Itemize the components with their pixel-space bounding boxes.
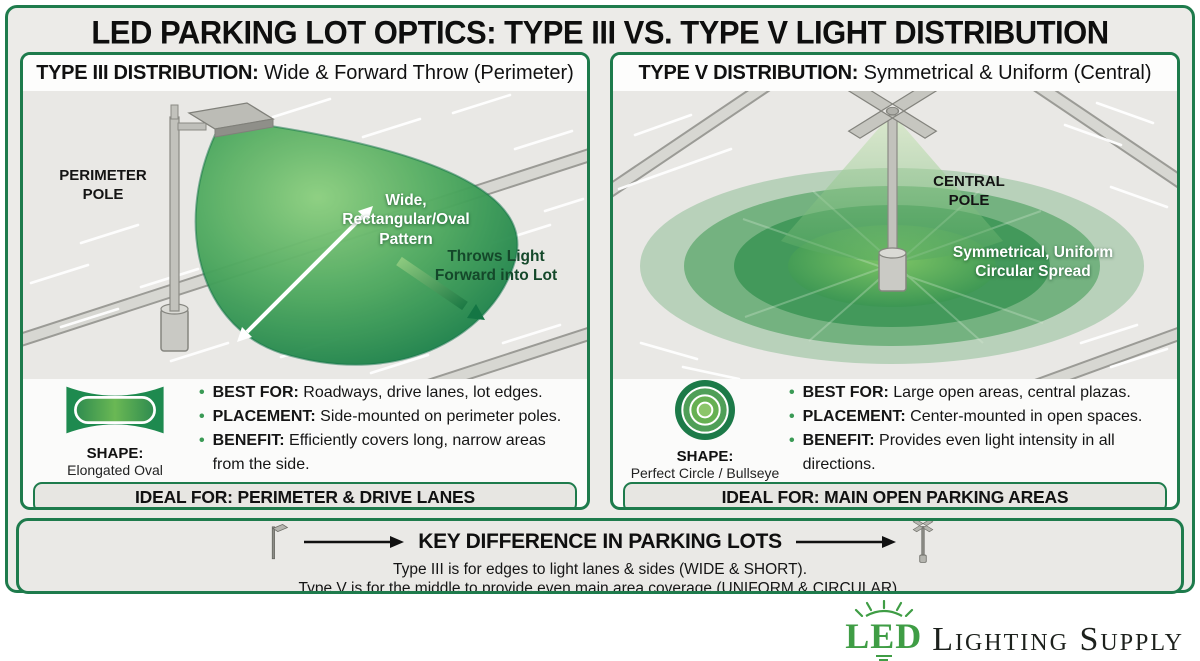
type5-panel: TYPE V DISTRIBUTION: Symmetrical & Unifo… [610,52,1180,510]
list-item: • BEST FOR: Large open areas, central pla… [789,381,1165,405]
type5-shape-box: SHAPE: Perfect Circle / Bullseye [621,378,789,481]
key-difference-heading: KEY DIFFERENCE IN PARKING LOTS [418,530,782,553]
bullet-dot-icon: • [199,408,205,425]
key-difference-line1: Type III is for edges to light lanes & s… [392,561,808,578]
list-item: • BENEFIT: Efficiently covers long, narro… [199,429,575,477]
type3-scene: PERIMETER POLE Wide, Rectangular/Oval Pa… [23,91,587,379]
perimeter-pole-label: PERIMETER POLE [59,167,147,203]
type3-bullet-list: • BEST FOR: Roadways, drive lanes, lot ed… [199,381,579,477]
type5-pattern-label: Symmetrical, Uniform Circular Spread [952,244,1114,281]
type3-shape-name: Elongated Oval [67,461,163,478]
type3-scene-graphic [23,93,587,379]
bullseye-icon [675,379,735,440]
bulb-base-line [875,654,892,657]
panels-row: TYPE III DISTRIBUTION: Wide & Forward Th… [8,52,1192,510]
type5-header-rest: Symmetrical & Uniform (Central) [858,61,1152,84]
list-item: • BENEFIT: Provides even light intensity … [789,429,1165,477]
type5-shape-title: SHAPE: [676,447,734,465]
bulb-base-line-small [879,658,889,661]
key-difference-heading-row: KEY DIFFERENCE IN PARKING LOTS [19,521,1181,563]
road-top-right [1009,91,1177,221]
bullet-dot-icon: • [199,384,205,401]
type5-scene: CENTRAL POLE Symmetrical, Uniform Circul… [613,91,1177,379]
bullet-dot-icon: • [199,432,205,449]
type3-header-bold: TYPE III DISTRIBUTION: [36,61,259,84]
perimeter-pole-mini-icon [272,523,289,560]
infographic-frame: LED PARKING LOT OPTICS: TYPE III VS. TYP… [5,5,1195,594]
arrow-right-icon [795,536,896,548]
central-pole-mini-icon [912,521,934,563]
led-bulb-mark: LED [845,599,923,661]
bullet-dot-icon: • [789,384,795,401]
spread-direction-arrow [237,206,373,342]
type3-info: SHAPE: Elongated Oval • BEST FOR: Roadway… [23,379,587,479]
road-bottom-right [1030,305,1177,379]
cross-fixture [847,91,938,139]
type3-pattern-label: Wide, Rectangular/Oval Pattern [342,192,470,248]
parking-stall-lines [617,101,1169,379]
arrow-right-icon [304,536,405,548]
elongated-oval-icon [66,386,164,433]
logo-wordmark: Lighting Supply [932,620,1184,658]
key-difference-box: KEY DIFFERENCE IN PARKING LOTS Type III … [16,518,1184,594]
type5-bullet-list: • BEST FOR: Large open areas, central pla… [789,381,1169,477]
type3-panel-header: TYPE III DISTRIBUTION: Wide & Forward Th… [23,55,587,91]
type5-shape-name: Perfect Circle / Bullseye [630,464,780,481]
list-item: • BEST FOR: Roadways, drive lanes, lot ed… [199,381,575,405]
type5-ideal-bar: IDEAL FOR: MAIN OPEN PARKING AREAS [623,482,1167,507]
type3-shape-box: SHAPE: Elongated Oval [31,381,199,478]
type3-header-rest: Wide & Forward Throw (Perimeter) [258,61,574,84]
throw-direction-arrow [396,256,485,320]
type3-throw-label: Throws Light Forward into Lot [434,248,558,285]
perimeter-pole [160,102,275,352]
type5-info: SHAPE: Perfect Circle / Bullseye • BEST F… [613,378,1177,481]
road-diagonal-lower [410,297,587,379]
led-lighting-supply-logo: LED Lighting Supply [845,599,1184,661]
logo-led-text: LED [845,616,923,657]
type3-ideal-bar: IDEAL FOR: PERIMETER & DRIVE LANES [33,482,577,507]
type3-panel: TYPE III DISTRIBUTION: Wide & Forward Th… [20,52,590,510]
list-item: • PLACEMENT: Center-mounted in open space… [789,405,1165,429]
central-pole-label: CENTRAL POLE [933,173,1005,209]
page-title: LED PARKING LOT OPTICS: TYPE III VS. TYP… [91,14,1109,51]
type3-shape-title: SHAPE: [86,444,144,462]
bullet-dot-icon: • [789,432,795,449]
type5-header-bold: TYPE V DISTRIBUTION: [638,61,859,84]
type5-panel-header: TYPE V DISTRIBUTION: Symmetrical & Unifo… [613,55,1177,91]
type5-scene-graphic [613,91,1177,379]
list-item: • PLACEMENT: Side-mounted on perimeter po… [199,405,575,429]
central-pole [847,91,938,292]
key-difference-line2: Type V is for the middle to provide even… [298,579,902,594]
bullet-dot-icon: • [789,408,795,425]
light-rays-icon [854,599,913,618]
road-top-left [613,91,786,215]
